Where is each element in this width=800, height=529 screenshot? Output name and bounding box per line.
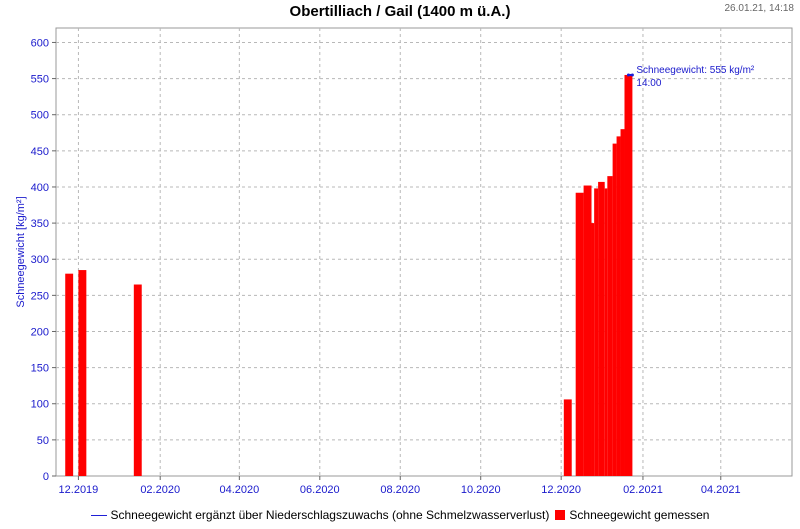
series-line-point bbox=[626, 73, 630, 77]
chart-legend: Schneegewicht ergänzt über Niederschlags… bbox=[0, 508, 800, 522]
bar bbox=[594, 188, 599, 476]
x-tick-label: 12.2020 bbox=[541, 484, 581, 496]
plot-area bbox=[55, 27, 793, 477]
y-tick-label: 300 bbox=[31, 254, 49, 266]
x-tick-label: 04.2020 bbox=[219, 484, 259, 496]
bar bbox=[616, 136, 621, 477]
bar bbox=[133, 284, 142, 476]
series-line-point bbox=[630, 73, 634, 77]
y-tick-label: 400 bbox=[31, 182, 49, 194]
bar bbox=[624, 74, 633, 476]
y-tick-label: 500 bbox=[31, 110, 49, 122]
y-tick-label: 150 bbox=[31, 363, 49, 375]
x-tick-label: 08.2020 bbox=[380, 484, 420, 496]
y-tick-label: 350 bbox=[31, 218, 49, 230]
y-tick-label: 0 bbox=[43, 471, 49, 483]
bar bbox=[78, 270, 87, 476]
bar bbox=[598, 181, 605, 477]
y-tick-label: 450 bbox=[31, 146, 49, 158]
annotation-value: Schneegewicht: 555 kg/m² bbox=[636, 65, 755, 76]
y-tick-label: 550 bbox=[31, 74, 49, 86]
bar bbox=[612, 143, 617, 476]
legend-bar-swatch bbox=[555, 510, 566, 520]
y-tick-label: 100 bbox=[31, 399, 49, 411]
bar bbox=[604, 188, 608, 476]
y-tick-label: 200 bbox=[31, 326, 49, 338]
bar bbox=[583, 185, 592, 476]
x-tick-label: 02.2021 bbox=[623, 484, 663, 496]
chart-title: Obertilliach / Gail (1400 m ü.A.) bbox=[289, 3, 511, 20]
legend-line-label: Schneegewicht ergänzt über Niederschlags… bbox=[110, 508, 550, 522]
legend-line-swatch bbox=[90, 514, 107, 516]
x-tick-label: 04.2021 bbox=[701, 484, 741, 496]
bar bbox=[563, 399, 572, 476]
y-axis-label: Schneegewicht [kg/m²] bbox=[15, 196, 27, 307]
timestamp: 26.01.21, 14:18 bbox=[724, 3, 794, 14]
y-tick-label: 600 bbox=[31, 37, 49, 49]
bar bbox=[607, 176, 613, 476]
bar bbox=[575, 192, 584, 476]
legend-bar-label: Schneegewicht gemessen bbox=[569, 508, 710, 522]
bar bbox=[591, 223, 595, 476]
x-tick-label: 06.2020 bbox=[300, 484, 340, 496]
bar bbox=[65, 273, 74, 476]
x-tick-label: 10.2020 bbox=[461, 484, 501, 496]
y-tick-label: 50 bbox=[37, 435, 49, 447]
bar bbox=[620, 129, 625, 476]
x-tick-label: 02.2020 bbox=[140, 484, 180, 496]
x-tick-label: 12.2019 bbox=[59, 484, 99, 496]
y-tick-label: 250 bbox=[31, 290, 49, 302]
annotation-time: 14:00 bbox=[636, 78, 661, 89]
